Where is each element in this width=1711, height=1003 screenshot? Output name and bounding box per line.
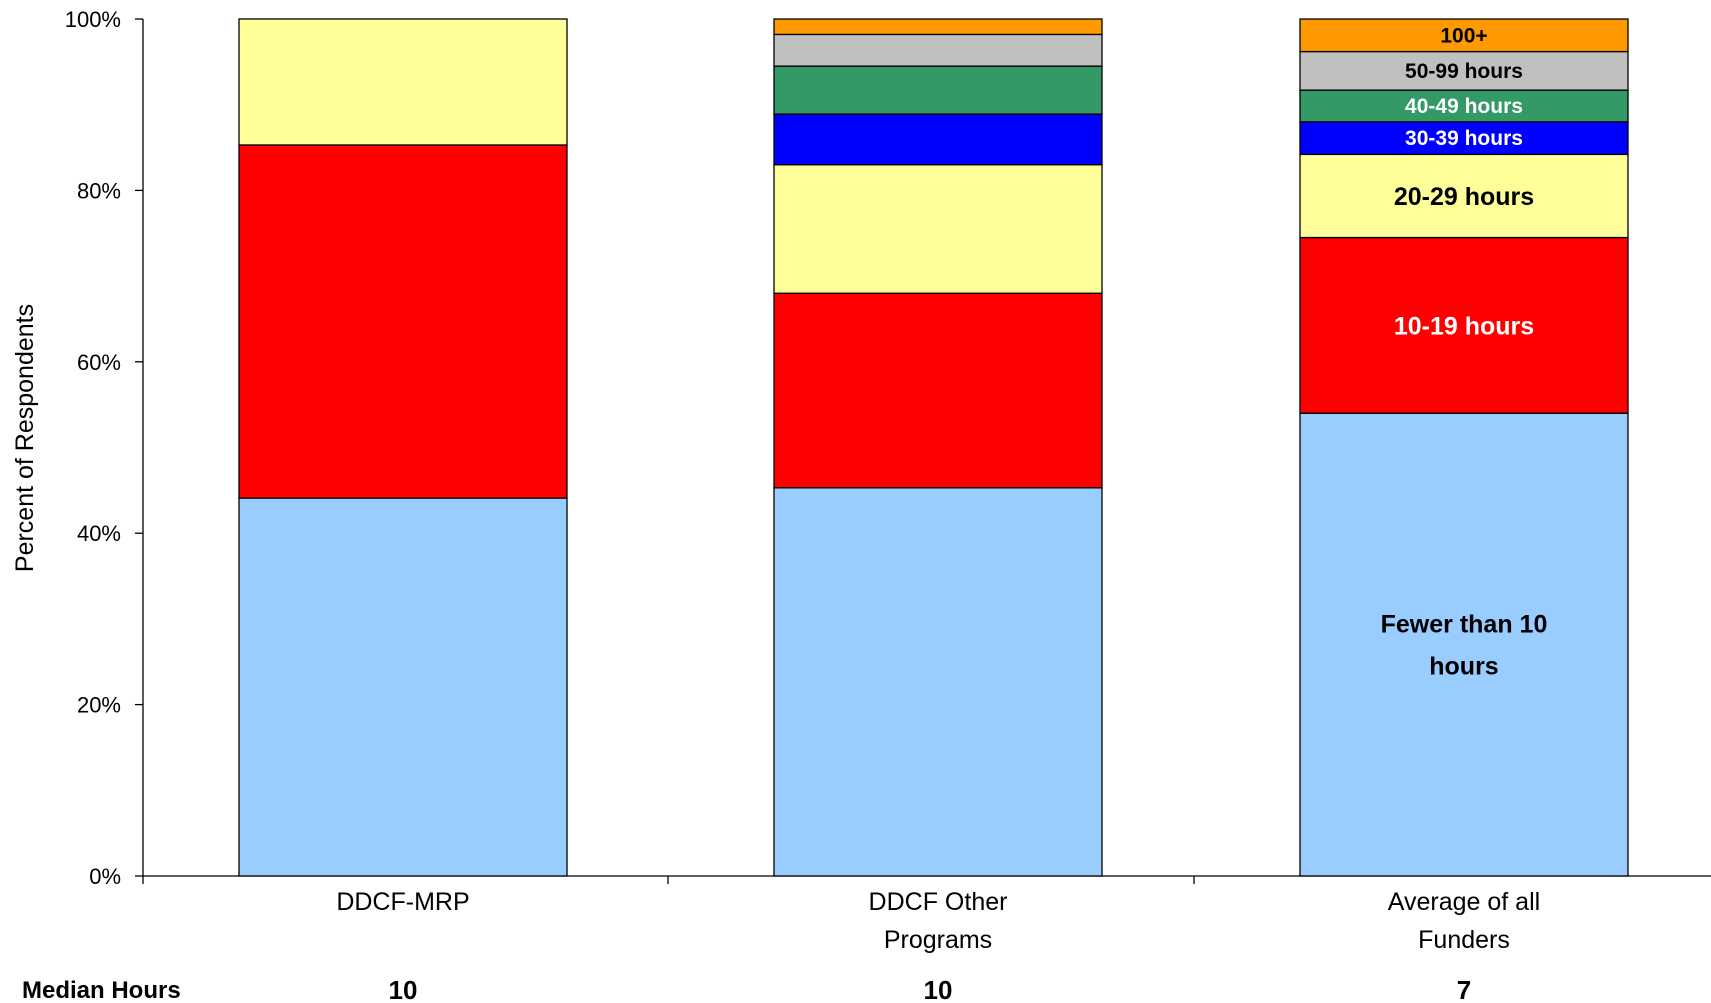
- bar-segment: [1299, 50, 1629, 91]
- y-tick-label: 20%: [77, 693, 121, 718]
- bar-segment: [773, 487, 1103, 877]
- bar-segment: [773, 33, 1103, 67]
- category-labels: DDCF-MRP DDCF Other Programs Average of all…: [336, 888, 1540, 954]
- y-tick-label: 40%: [77, 521, 121, 546]
- segment-label: 40-49 hours: [1405, 95, 1523, 118]
- median-values: 10 10 7: [389, 975, 1472, 1003]
- median-value: 10: [389, 975, 418, 1003]
- category-label: Average of all: [1388, 888, 1540, 916]
- x-axis: [142, 875, 1711, 884]
- category-label: DDCF-MRP: [336, 888, 469, 916]
- bar-segment: [773, 113, 1103, 166]
- median-value: 7: [1457, 975, 1471, 1003]
- y-tick-label: 80%: [77, 178, 121, 203]
- y-tick-label: 0%: [89, 864, 121, 889]
- y-tick-label: 100%: [65, 7, 121, 32]
- bar-segment: [1299, 121, 1629, 156]
- bar-segment: [1299, 153, 1629, 239]
- y-axis: 0% 20% 40% 60% 80% 100%: [65, 7, 144, 889]
- bar-segment: [1299, 236, 1629, 414]
- median-hours-label: Median Hours: [22, 977, 181, 1003]
- segment-label: 10-19 hours: [1394, 312, 1534, 340]
- segment-label: 30-39 hours: [1405, 127, 1523, 150]
- segment-label: 50-99 hours: [1405, 60, 1523, 83]
- segment-label: 100+: [1440, 24, 1487, 47]
- segment-label: hours: [1429, 653, 1498, 681]
- segment-labels: Fewer than 10 hours 10-19 hours 20-29 hours…: [1381, 24, 1548, 680]
- bar-segment: [238, 497, 568, 877]
- category-label: Funders: [1418, 926, 1510, 954]
- bar-segment: [1299, 412, 1629, 877]
- bar-segment: [773, 65, 1103, 115]
- category-label: Programs: [884, 926, 992, 954]
- bar-segment: [1299, 89, 1629, 123]
- bars: [238, 18, 1629, 877]
- median-value: 10: [924, 975, 953, 1003]
- segment-label: 20-29 hours: [1394, 183, 1534, 211]
- bar-segment: [773, 18, 1103, 36]
- y-axis-title: Percent of Respondents: [11, 304, 39, 572]
- y-tick-label: 60%: [77, 350, 121, 375]
- bar-segment: [1299, 18, 1629, 53]
- bar-segment: [238, 144, 568, 499]
- bar-segment: [773, 164, 1103, 294]
- category-label: DDCF Other: [869, 888, 1008, 916]
- bar-segment: [773, 292, 1103, 489]
- bar-segment: [238, 18, 568, 146]
- segment-label: Fewer than 10: [1381, 611, 1548, 639]
